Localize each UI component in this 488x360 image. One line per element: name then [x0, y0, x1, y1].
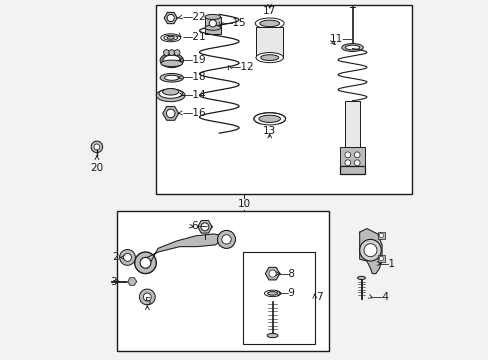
- Polygon shape: [359, 229, 381, 274]
- Bar: [339, 147, 365, 174]
- Circle shape: [344, 160, 350, 166]
- Ellipse shape: [357, 276, 365, 279]
- Polygon shape: [265, 267, 279, 280]
- Ellipse shape: [161, 34, 180, 42]
- Polygon shape: [163, 107, 178, 120]
- Circle shape: [363, 244, 376, 257]
- Ellipse shape: [160, 53, 183, 68]
- Bar: [117, 211, 328, 351]
- Text: —19: —19: [182, 55, 206, 65]
- Ellipse shape: [264, 290, 280, 297]
- Ellipse shape: [204, 25, 220, 30]
- Circle shape: [354, 152, 359, 158]
- Circle shape: [359, 239, 381, 261]
- Ellipse shape: [253, 113, 285, 125]
- Circle shape: [167, 14, 174, 22]
- Circle shape: [134, 252, 156, 274]
- Text: —18: —18: [182, 72, 206, 82]
- Bar: [204, 17, 220, 34]
- Bar: [256, 27, 283, 58]
- Polygon shape: [164, 12, 177, 24]
- Ellipse shape: [341, 44, 363, 51]
- Text: 20: 20: [90, 163, 103, 173]
- Circle shape: [166, 109, 175, 118]
- Text: —12: —12: [230, 62, 254, 72]
- Circle shape: [378, 256, 383, 261]
- Ellipse shape: [161, 60, 182, 67]
- Text: 10: 10: [238, 199, 250, 210]
- Circle shape: [268, 270, 276, 277]
- Circle shape: [139, 289, 155, 305]
- Circle shape: [378, 233, 383, 238]
- Ellipse shape: [163, 55, 180, 66]
- Text: 7: 7: [316, 292, 323, 302]
- Ellipse shape: [267, 292, 277, 295]
- Circle shape: [168, 50, 174, 55]
- Text: 5: 5: [143, 297, 150, 307]
- Ellipse shape: [259, 20, 279, 27]
- Ellipse shape: [163, 35, 177, 40]
- Circle shape: [222, 235, 231, 244]
- Text: —9: —9: [278, 288, 295, 298]
- Circle shape: [94, 144, 100, 150]
- Circle shape: [123, 253, 131, 261]
- Circle shape: [354, 160, 359, 166]
- Text: —14: —14: [182, 90, 206, 100]
- Ellipse shape: [159, 89, 182, 98]
- Bar: [242, 252, 314, 344]
- Circle shape: [120, 249, 135, 265]
- Ellipse shape: [156, 89, 185, 102]
- Polygon shape: [147, 234, 223, 268]
- Bar: [377, 232, 384, 239]
- Bar: [344, 101, 360, 148]
- Text: 2: 2: [112, 252, 118, 262]
- Circle shape: [217, 230, 235, 248]
- Circle shape: [140, 257, 151, 268]
- Polygon shape: [127, 278, 136, 285]
- Ellipse shape: [258, 115, 280, 122]
- Text: 17: 17: [263, 6, 276, 17]
- Ellipse shape: [260, 55, 278, 60]
- Text: —8: —8: [278, 269, 295, 279]
- Ellipse shape: [266, 333, 277, 338]
- Bar: [339, 166, 365, 174]
- Circle shape: [201, 223, 208, 231]
- Text: 3: 3: [110, 276, 117, 287]
- Circle shape: [174, 50, 180, 55]
- Text: —22: —22: [182, 12, 206, 22]
- Text: —21: —21: [182, 32, 206, 42]
- Polygon shape: [197, 221, 212, 233]
- Text: —15: —15: [223, 18, 246, 28]
- Ellipse shape: [163, 89, 179, 95]
- Circle shape: [143, 293, 151, 301]
- Circle shape: [91, 141, 102, 153]
- Text: —4: —4: [371, 292, 388, 302]
- Text: 6—: 6—: [191, 221, 208, 231]
- Ellipse shape: [164, 75, 179, 80]
- Ellipse shape: [345, 45, 359, 50]
- Ellipse shape: [160, 73, 183, 82]
- Ellipse shape: [167, 36, 174, 39]
- Circle shape: [163, 50, 169, 55]
- Text: 13: 13: [263, 126, 276, 136]
- Text: —1: —1: [378, 258, 395, 269]
- Bar: [156, 5, 411, 194]
- Text: 11—: 11—: [329, 34, 353, 44]
- Ellipse shape: [204, 14, 220, 19]
- Ellipse shape: [256, 53, 283, 63]
- Ellipse shape: [255, 18, 284, 29]
- Text: —16: —16: [182, 108, 206, 118]
- Bar: [377, 255, 384, 262]
- Circle shape: [209, 20, 216, 27]
- Circle shape: [344, 152, 350, 158]
